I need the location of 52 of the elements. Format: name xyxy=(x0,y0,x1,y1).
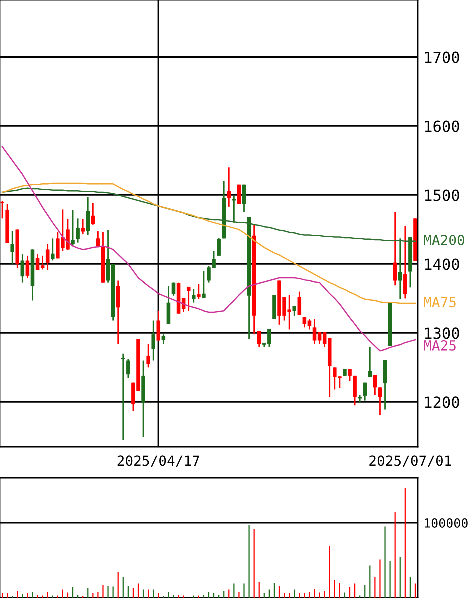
y-tick-label: 1600 xyxy=(425,120,460,132)
y-tick-label: 1500 xyxy=(425,190,460,202)
series-label: MA75 xyxy=(424,297,456,308)
candlestick xyxy=(10,230,14,265)
line-series xyxy=(2,188,416,242)
candlestick xyxy=(217,237,221,257)
candlestick xyxy=(257,330,262,348)
x-tick-label: 2025/07/01 xyxy=(370,456,452,468)
candlestick xyxy=(368,346,372,378)
candlestick xyxy=(202,270,206,299)
candlestick xyxy=(116,280,120,345)
candlestick xyxy=(242,184,246,214)
candlestick xyxy=(121,353,126,441)
candlestick xyxy=(152,320,156,362)
candlestick xyxy=(197,284,201,300)
candlestick xyxy=(96,230,100,248)
candlestick xyxy=(46,244,50,272)
candlestick xyxy=(398,238,402,300)
line-series xyxy=(2,182,416,304)
candlestick xyxy=(404,226,408,300)
candlestick xyxy=(26,255,30,279)
y-tick-label: 1700 xyxy=(425,52,460,64)
series-label: MA200 xyxy=(424,234,464,246)
y-tick-label: 100000 xyxy=(425,518,468,528)
candlestick xyxy=(156,310,161,342)
candlestick xyxy=(50,238,55,262)
candlestick xyxy=(76,218,80,244)
candlestick xyxy=(20,254,25,284)
candlestick xyxy=(91,202,96,226)
candlestick xyxy=(146,344,150,368)
candlestick xyxy=(363,382,368,402)
x-tick-label: 2025/04/17 xyxy=(118,456,200,468)
candlestick xyxy=(71,210,75,247)
candlestick xyxy=(227,166,232,208)
candlestick xyxy=(172,282,176,297)
candlestick xyxy=(192,288,196,304)
candlestick xyxy=(393,212,398,286)
candlestick xyxy=(81,218,85,236)
y-tick-label: 1300 xyxy=(425,328,460,340)
line-series xyxy=(2,146,416,352)
y-tick-label: 1400 xyxy=(425,258,460,270)
candlestick xyxy=(298,291,302,316)
y-tick-label: 1200 xyxy=(425,396,460,408)
candlestick xyxy=(348,368,352,382)
candlestick xyxy=(0,200,4,220)
candlestick xyxy=(126,358,130,379)
series-label: MA25 xyxy=(424,340,456,351)
candlestick xyxy=(383,359,388,410)
candlestick xyxy=(353,375,357,406)
candlestick xyxy=(378,386,382,416)
candlestick xyxy=(86,196,90,236)
candlestick xyxy=(166,286,171,325)
